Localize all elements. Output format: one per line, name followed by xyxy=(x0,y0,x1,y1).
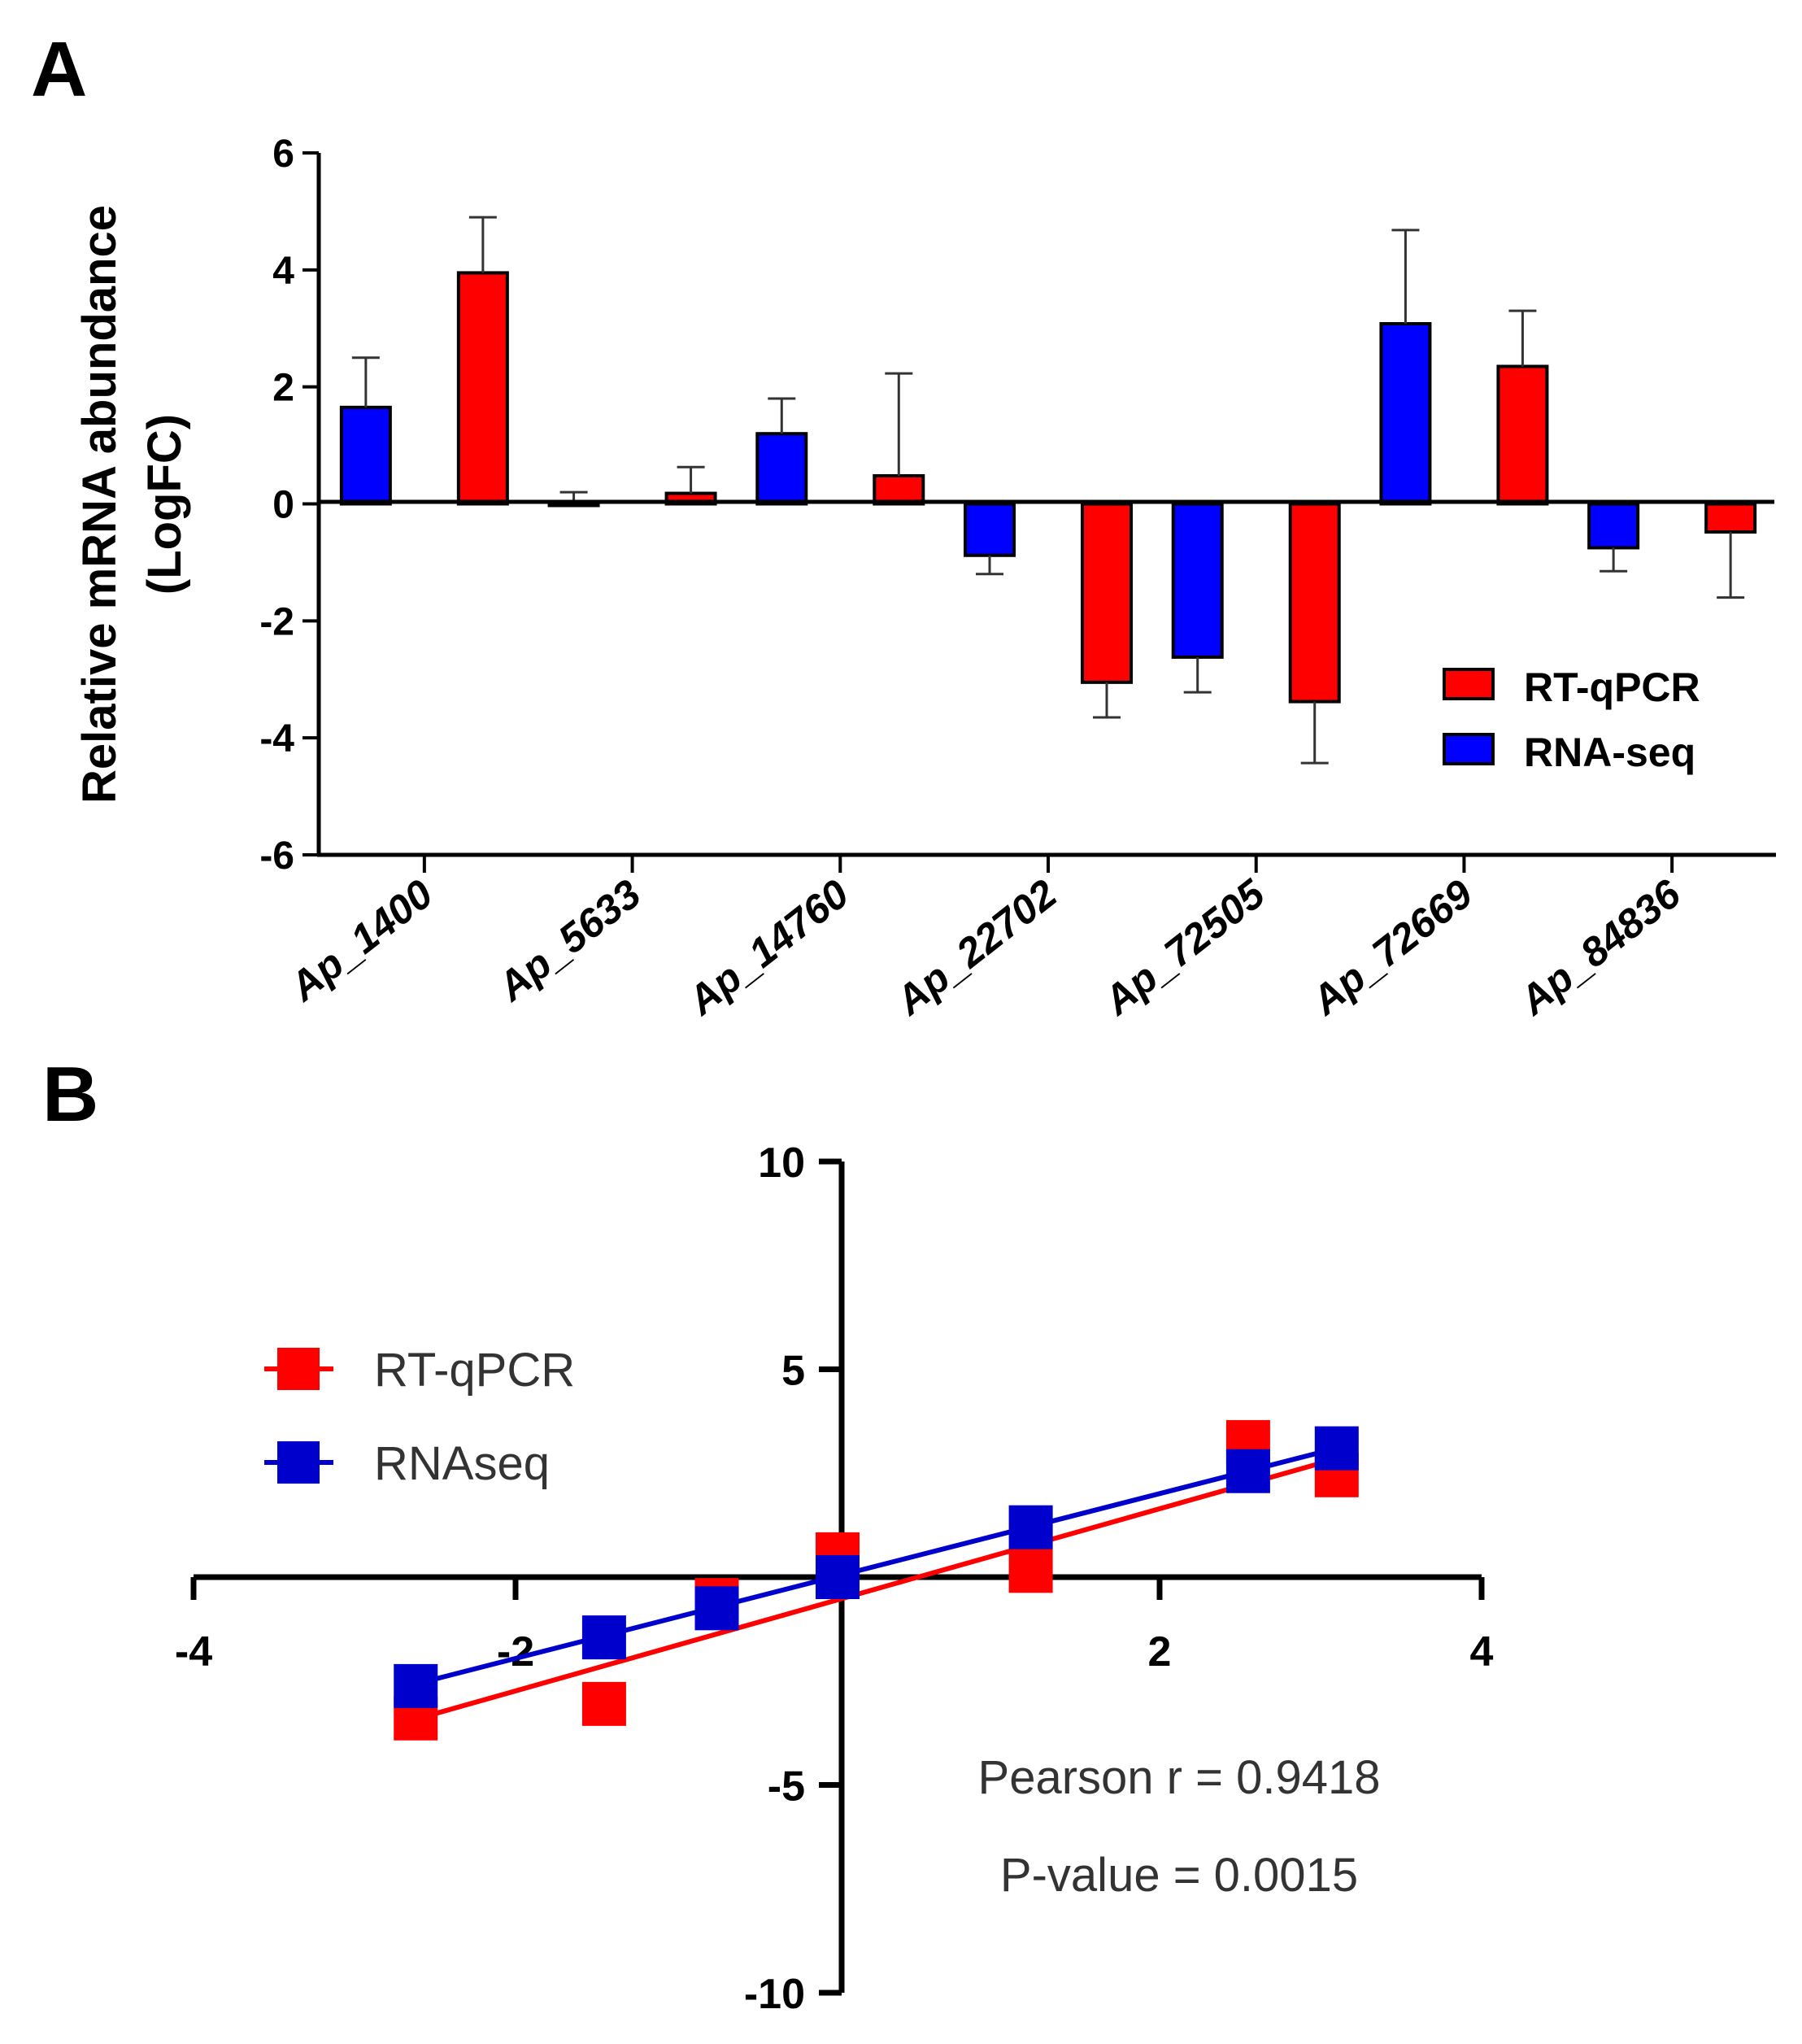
panel-b-y-tick-label-5: -5 xyxy=(768,1763,805,1811)
legend-marker-rt-qpcr xyxy=(277,1348,320,1390)
bar-rt-qpcr-ap-22702 xyxy=(1081,502,1133,684)
legend-label-rt-qpcr: RT-qPCR xyxy=(1524,665,1700,710)
bar-rt-qpcr-ap-14760 xyxy=(873,473,925,506)
panel-a-y-tick-label-0: 0 xyxy=(272,484,294,527)
panel-a-y-axis-label-line2: (LogFC) xyxy=(138,414,191,595)
fit-line-rt-qpcr xyxy=(410,1456,1338,1724)
pearson-annotation: Pearson r = 0.9418 xyxy=(978,1751,1381,1804)
point-rnaseq-0 xyxy=(394,1663,438,1708)
legend-swatch-rna-seq xyxy=(1443,733,1495,765)
panel-b-y-tick-label-10: 10 xyxy=(758,1140,805,1187)
point-rnaseq-5 xyxy=(1225,1449,1270,1493)
panel-a-y-tick-label-4: 4 xyxy=(272,250,294,293)
panel-b-chart: 10 5 -5 -10 -4 -2 2 4 RT-qPCR RNAseq Pearson r… xyxy=(175,1140,1494,2018)
point-rnaseq-4 xyxy=(1008,1505,1053,1549)
panel-label-b: B xyxy=(42,1051,98,1138)
panel-b-y-tick-label-10: -10 xyxy=(744,1971,805,2018)
panel-b-x-tick-label-4: 4 xyxy=(1470,1628,1494,1676)
point-rnaseq-2 xyxy=(694,1586,739,1631)
panel-a-y-tick-label-2: -2 xyxy=(259,600,294,643)
bar-rna-seq-ap-84836 xyxy=(1587,502,1640,550)
panel-label-a: A xyxy=(31,26,87,113)
legend-swatch-rt-qpcr xyxy=(1443,668,1495,700)
panel-a-y-tick-label-6: 6 xyxy=(272,133,294,176)
legend-label-rnaseq: RNAseq xyxy=(374,1437,550,1490)
bar-rt-qpcr-ap-72505 xyxy=(1288,502,1341,704)
legend-marker-rnaseq xyxy=(277,1441,320,1484)
point-rnaseq-6 xyxy=(1314,1426,1359,1471)
panel-b-y-tick-label-5: 5 xyxy=(781,1348,805,1395)
bar-rna-seq-ap-1400 xyxy=(339,405,392,506)
point-rt-qpcr-4 xyxy=(1008,1549,1053,1593)
panel-a-y-tick-label-2: 2 xyxy=(272,367,294,410)
panel-b-legend: RT-qPCR RNAseq xyxy=(264,1344,575,1490)
legend-label-rna-seq: RNA-seq xyxy=(1524,730,1695,775)
pvalue-annotation: P-value = 0.0015 xyxy=(1000,1849,1358,1902)
point-rt-qpcr-1 xyxy=(581,1681,626,1726)
fit-line-rnaseq xyxy=(410,1445,1338,1688)
bar-rna-seq-ap-5633 xyxy=(547,502,600,508)
point-rnaseq-1 xyxy=(581,1615,626,1660)
legend-label-rt-qpcr-b: RT-qPCR xyxy=(374,1344,575,1397)
panel-b-x-tick-label-4: -4 xyxy=(175,1628,212,1676)
bar-rna-seq-ap-14760 xyxy=(755,432,808,506)
panel-a-y-axis-label-line1: Relative mRNA abundance xyxy=(73,205,126,804)
bar-rt-qpcr-ap-72669 xyxy=(1496,364,1549,506)
panel-a-y-tick-label-6: -6 xyxy=(259,835,294,878)
bar-rna-seq-ap-72669 xyxy=(1379,321,1432,506)
panel-a-y-tick-label-4: -4 xyxy=(259,717,294,761)
bar-rna-seq-ap-72505 xyxy=(1171,502,1224,659)
point-rnaseq-3 xyxy=(816,1555,860,1599)
panel-a-legend: RT-qPCR RNA-seq xyxy=(1443,665,1700,775)
bar-rt-qpcr-ap-84836 xyxy=(1704,502,1757,534)
panel-b-x-tick-label-2: 2 xyxy=(1148,1628,1172,1676)
bar-rna-seq-ap-22702 xyxy=(964,502,1016,557)
panel-b-x-tick-label-2: -2 xyxy=(497,1628,534,1676)
bar-rt-qpcr-ap-1400 xyxy=(456,271,509,506)
